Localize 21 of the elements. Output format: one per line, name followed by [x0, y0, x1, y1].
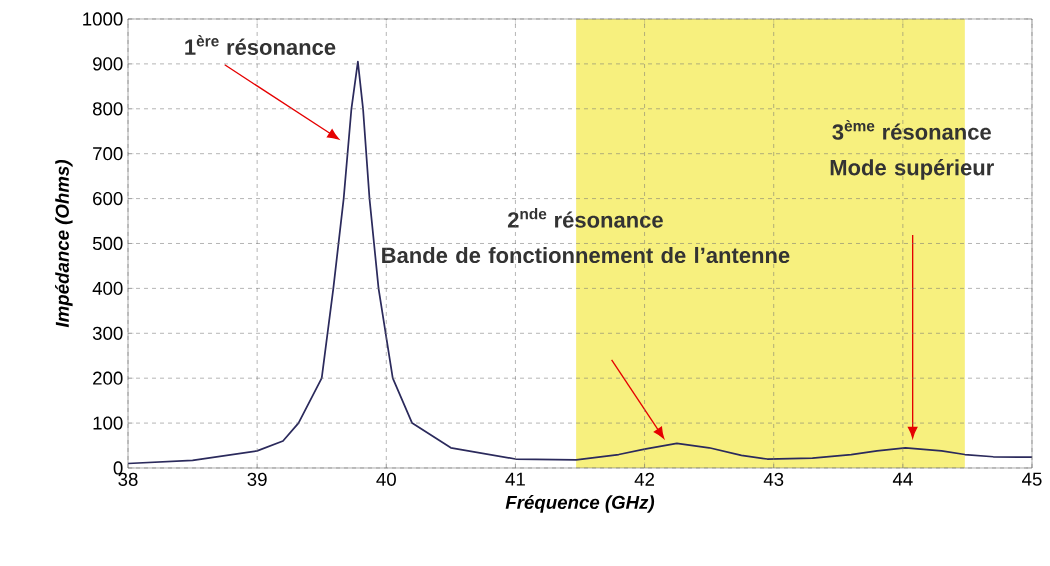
x-tick-label: 41 [505, 472, 525, 486]
y-tick-label: 600 [93, 191, 123, 206]
y-tick-label: 200 [93, 371, 123, 385]
y-tick-label: 800 [92, 102, 123, 116]
y-tick-label: 100 [93, 416, 123, 430]
x-tick-label: 45 [1022, 472, 1042, 486]
y-tick-label: 400 [92, 281, 123, 295]
y-tick-label: 300 [92, 326, 123, 340]
y-axis-title: Impédance (Ohms) [55, 160, 73, 328]
x-tick-label: 40 [376, 472, 396, 486]
line-series [127, 60, 1033, 465]
x-tick-label: 44 [892, 472, 913, 486]
y-tick-label: 900 [93, 57, 123, 71]
x-tick-label: 43 [763, 472, 784, 486]
x-tick-label: 42 [634, 472, 655, 486]
y-tick-label: 1000 [83, 12, 123, 26]
x-axis-title: Fréquence (GHz) [505, 495, 655, 513]
annotation: 1$^{ère}$ résonance [185, 35, 336, 55]
y-tick-label: 500 [92, 236, 123, 251]
y-tick-label: 700 [93, 147, 123, 161]
x-tick-label: 39 [247, 472, 267, 486]
